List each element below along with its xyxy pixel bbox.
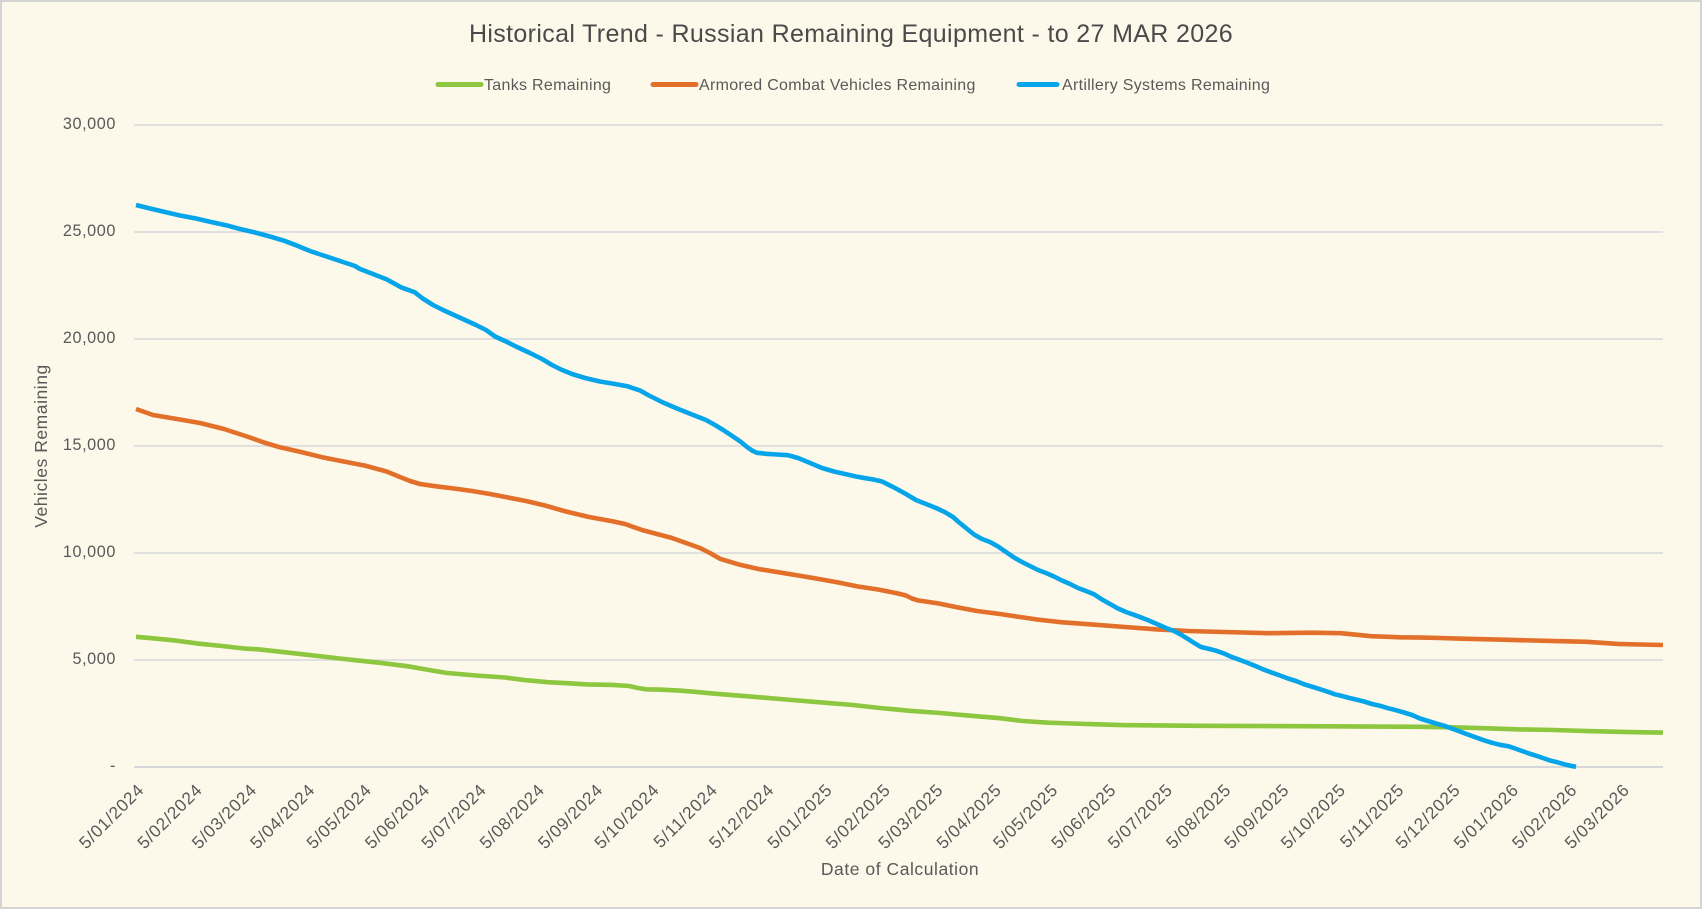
- svg-text:Date of Calculation: Date of Calculation: [821, 859, 979, 879]
- svg-text:15,000: 15,000: [63, 436, 116, 454]
- svg-text:30,000: 30,000: [63, 115, 116, 133]
- svg-text:Artillery Systems Remaining: Artillery Systems Remaining: [1062, 77, 1270, 94]
- svg-text:10,000: 10,000: [63, 543, 116, 561]
- svg-text:Armored Combat Vehicles Remain: Armored Combat Vehicles Remaining: [699, 77, 976, 94]
- svg-text:Tanks Remaining: Tanks Remaining: [484, 77, 611, 94]
- svg-text:-: -: [110, 757, 116, 775]
- svg-text:25,000: 25,000: [63, 222, 116, 240]
- svg-text:20,000: 20,000: [63, 329, 116, 347]
- svg-text:Historical Trend - Russian Rem: Historical Trend - Russian Remaining Equ…: [469, 20, 1233, 48]
- svg-text:5,000: 5,000: [72, 650, 116, 668]
- svg-text:Vehicles Remaining: Vehicles Remaining: [31, 364, 51, 528]
